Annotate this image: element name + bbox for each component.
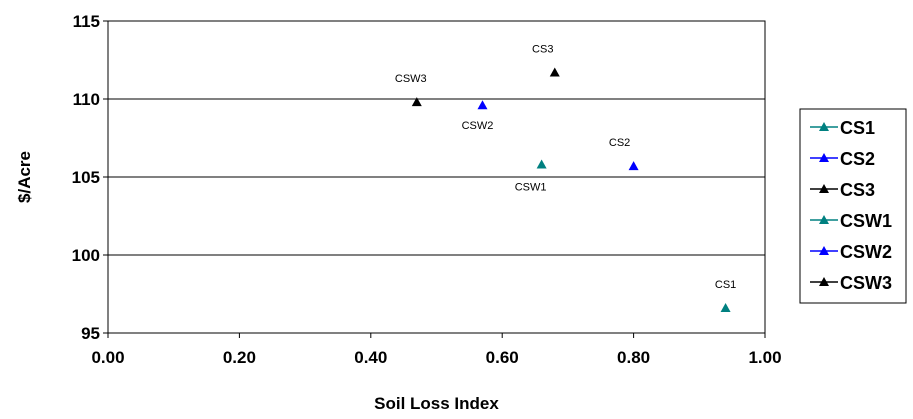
x-tick-label: 0.60 bbox=[486, 348, 519, 367]
legend-marker bbox=[819, 246, 829, 255]
y-tick-label: 110 bbox=[73, 90, 100, 109]
legend: CS1 CS2 CS3 CSW1 CSW2 CSW3 bbox=[799, 108, 907, 304]
y-tick-label: 100 bbox=[72, 246, 100, 265]
legend-label-csw1: CSW1 bbox=[840, 211, 892, 231]
x-tick-label: 0.00 bbox=[91, 348, 124, 367]
gridlines bbox=[108, 20, 765, 334]
legend-marker bbox=[819, 277, 829, 286]
data-label-cs1: CS1 bbox=[715, 279, 736, 291]
y-tick-label: 115 bbox=[73, 12, 100, 31]
data-label-cs3: CS3 bbox=[532, 43, 553, 55]
data-point-csw1 bbox=[536, 159, 547, 169]
x-tick-label: 0.20 bbox=[223, 348, 256, 367]
legend-marker bbox=[819, 153, 829, 162]
y-axis-title: $/Acre bbox=[15, 151, 34, 203]
data-label-csw2: CSW2 bbox=[462, 120, 494, 132]
legend-label-cs2: CS2 bbox=[840, 149, 875, 169]
data-point-cs3 bbox=[549, 67, 560, 77]
y-axis-ticks: 95 100 105 110 115 bbox=[72, 12, 108, 343]
legend-marker bbox=[819, 184, 829, 193]
x-axis-title: Soil Loss Index bbox=[374, 394, 499, 413]
data-point-csw3 bbox=[411, 97, 422, 107]
legend-label-csw2: CSW2 bbox=[840, 242, 892, 262]
legend-label-cs1: CS1 bbox=[840, 118, 875, 138]
x-tick-label: 0.40 bbox=[354, 348, 387, 367]
data-point-cs2 bbox=[628, 161, 639, 171]
legend-label-cs3: CS3 bbox=[840, 180, 875, 200]
data-point-cs1 bbox=[720, 303, 731, 313]
legend-marker bbox=[819, 215, 829, 224]
data-point-csw2 bbox=[477, 100, 488, 110]
data-points: CS1 CS2 CS3 CSW1 CSW2 CSW3 bbox=[395, 43, 736, 313]
data-label-cs2: CS2 bbox=[609, 137, 630, 149]
legend-label-csw3: CSW3 bbox=[840, 273, 892, 293]
legend-marker bbox=[819, 122, 829, 131]
y-tick-label: 105 bbox=[72, 168, 100, 187]
legend-box bbox=[799, 108, 907, 304]
data-label-csw3: CSW3 bbox=[395, 73, 427, 85]
x-tick-label: 1.00 bbox=[748, 348, 781, 367]
x-tick-label: 0.80 bbox=[617, 348, 650, 367]
data-label-csw1: CSW1 bbox=[515, 182, 547, 194]
y-tick-label: 95 bbox=[81, 324, 100, 343]
x-axis-ticks: 0.00 0.20 0.40 0.60 0.80 1.00 bbox=[91, 333, 782, 367]
